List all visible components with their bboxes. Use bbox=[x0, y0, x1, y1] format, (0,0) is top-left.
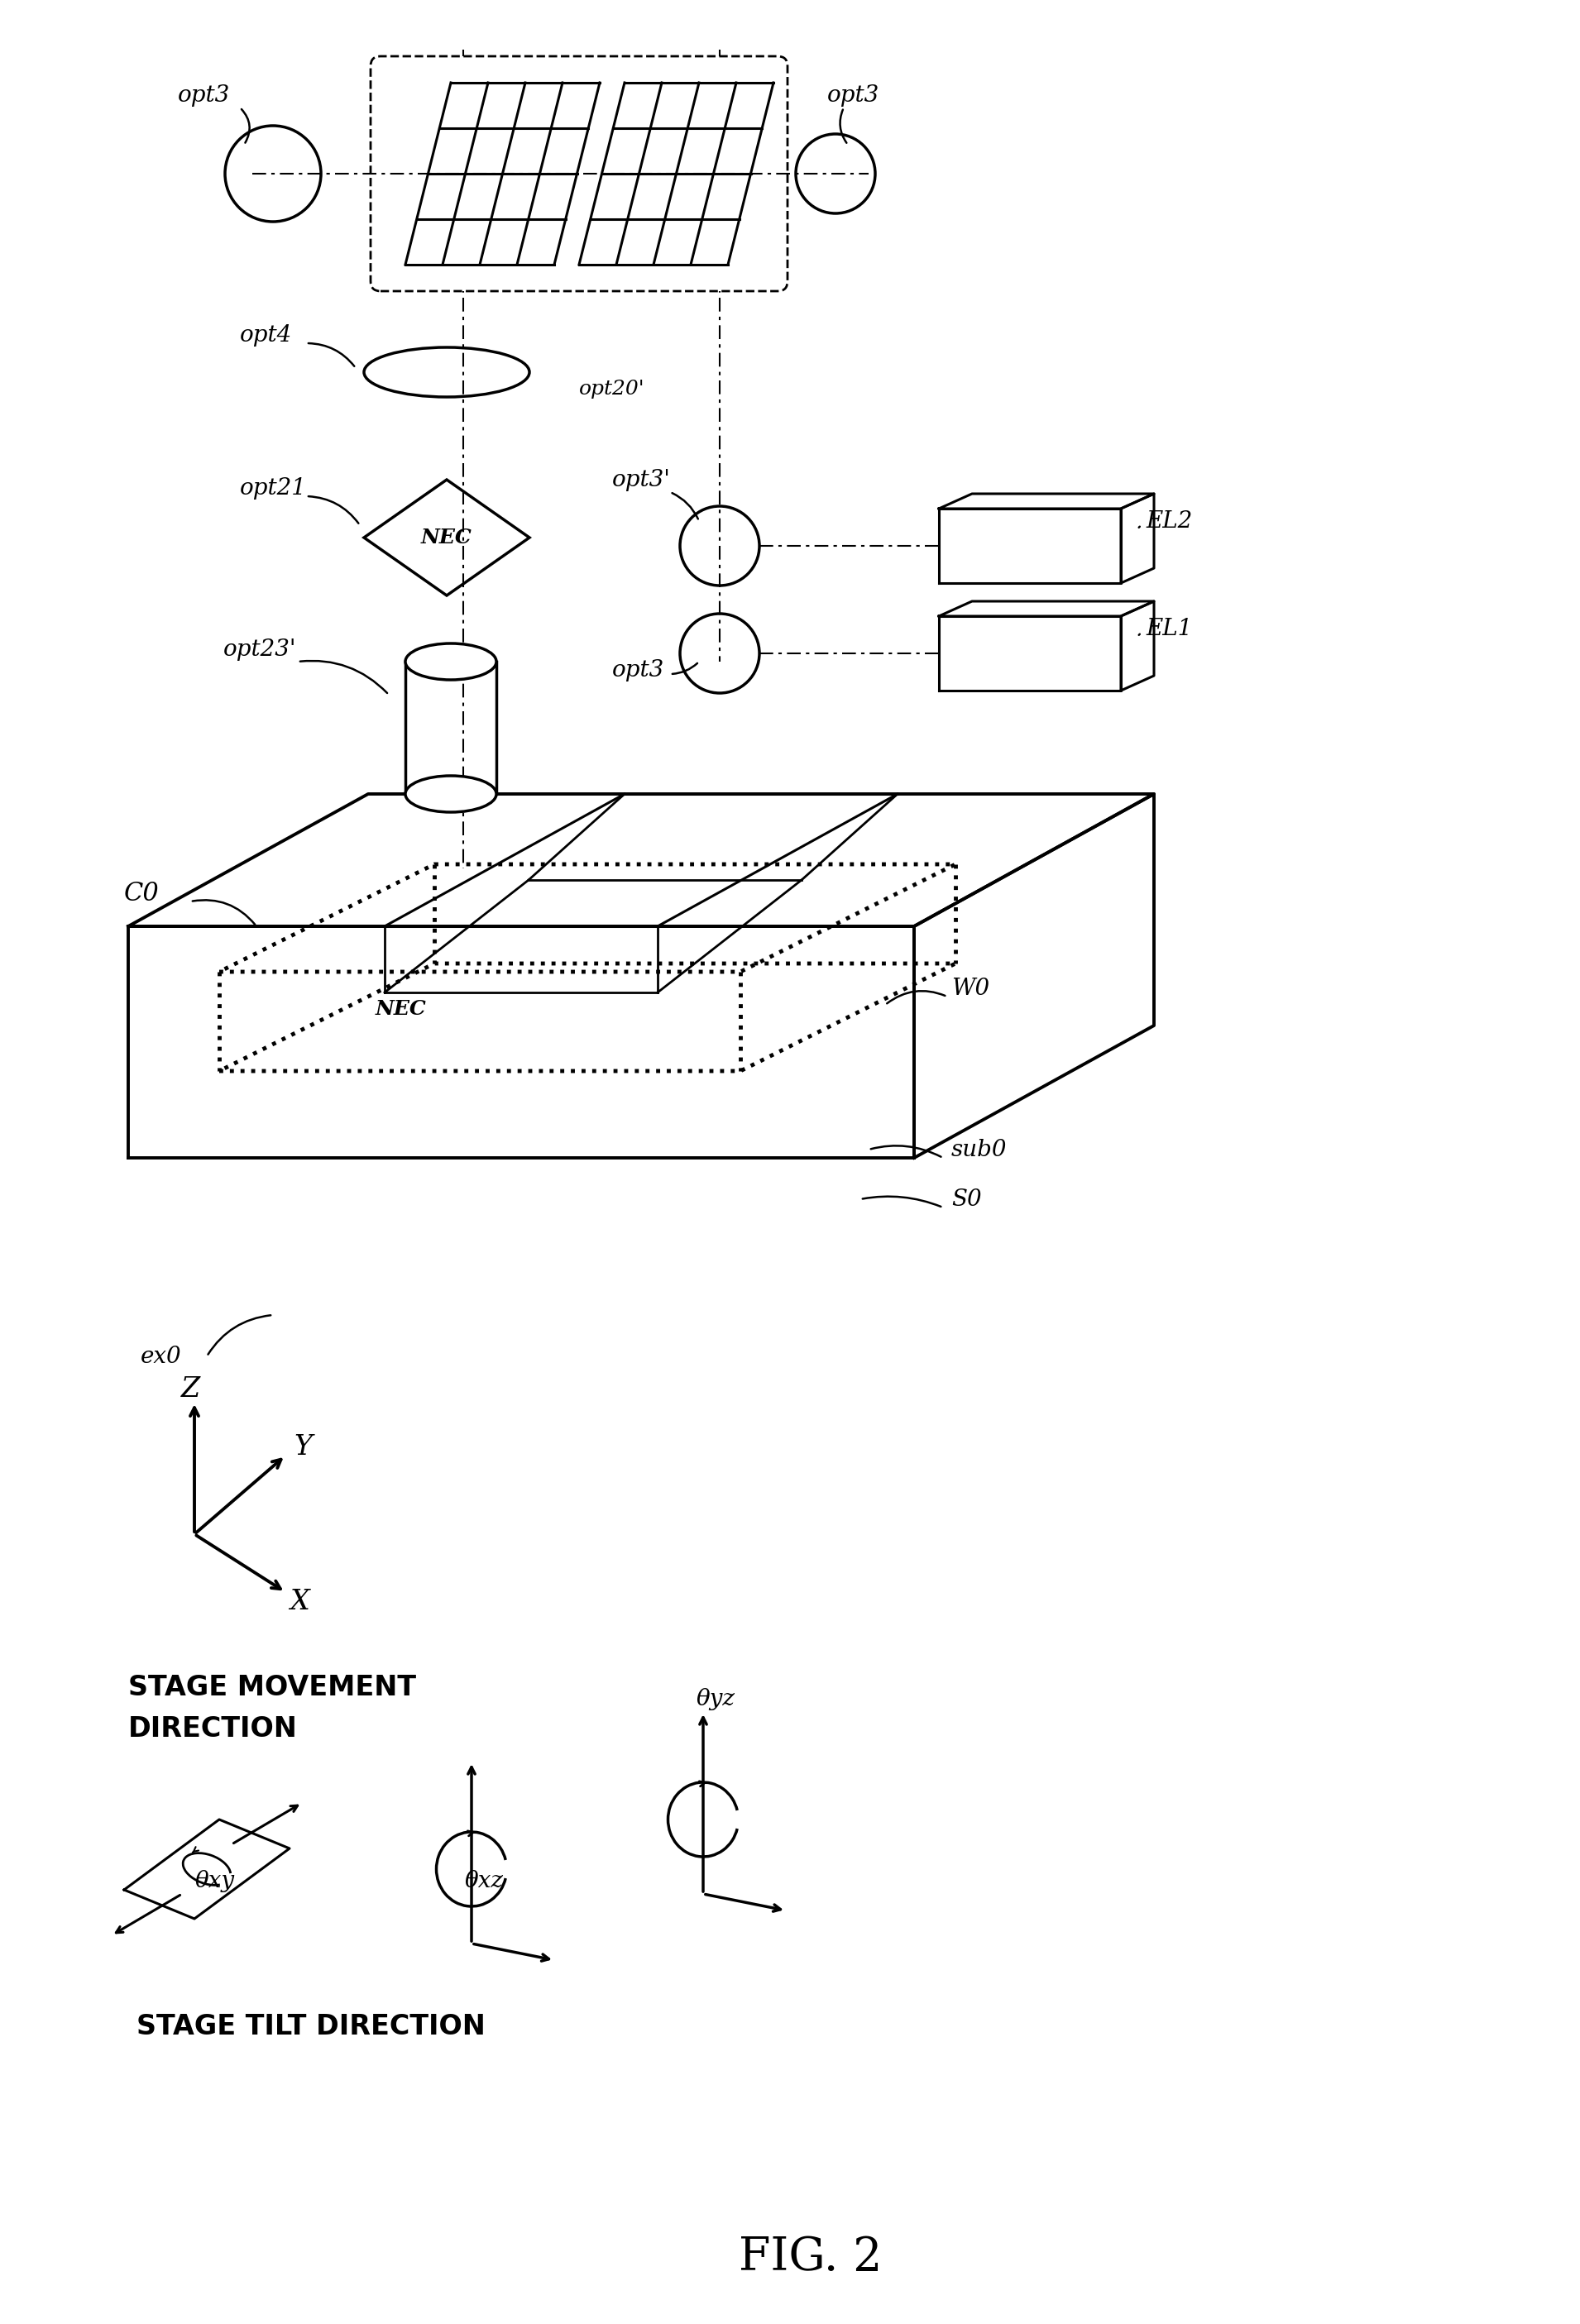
Text: STAGE TILT DIRECTION: STAGE TILT DIRECTION bbox=[136, 2013, 485, 2040]
Text: S0: S0 bbox=[951, 1188, 981, 1211]
Text: DIRECTION: DIRECTION bbox=[128, 1715, 297, 1743]
Text: opt20': opt20' bbox=[578, 379, 645, 397]
Text: opt4: opt4 bbox=[240, 323, 292, 346]
Text: EL2: EL2 bbox=[1146, 509, 1193, 532]
Text: STAGE MOVEMENT: STAGE MOVEMENT bbox=[128, 1673, 416, 1701]
Text: opt3: opt3 bbox=[828, 84, 880, 107]
Text: W0: W0 bbox=[951, 976, 989, 999]
Text: NEC: NEC bbox=[422, 528, 472, 548]
Text: sub0: sub0 bbox=[951, 1139, 1006, 1160]
Text: opt21: opt21 bbox=[240, 476, 307, 500]
Text: θxy: θxy bbox=[196, 1871, 235, 1892]
Text: θyz: θyz bbox=[697, 1690, 735, 1710]
Text: C0: C0 bbox=[125, 881, 160, 906]
Text: opt3: opt3 bbox=[179, 84, 231, 107]
Text: FIG. 2: FIG. 2 bbox=[739, 2236, 883, 2280]
Text: opt23': opt23' bbox=[223, 639, 297, 660]
Text: opt3: opt3 bbox=[611, 658, 665, 681]
Text: NEC: NEC bbox=[376, 999, 427, 1018]
Text: θxz: θxz bbox=[465, 1871, 504, 1892]
Text: Z: Z bbox=[180, 1376, 201, 1404]
Text: EL1: EL1 bbox=[1146, 618, 1193, 639]
FancyBboxPatch shape bbox=[371, 56, 787, 290]
Text: Y: Y bbox=[294, 1434, 311, 1459]
Ellipse shape bbox=[406, 644, 496, 681]
Text: X: X bbox=[289, 1590, 310, 1615]
Text: opt3': opt3' bbox=[611, 469, 672, 490]
Ellipse shape bbox=[406, 776, 496, 811]
Text: ex0: ex0 bbox=[141, 1346, 182, 1367]
